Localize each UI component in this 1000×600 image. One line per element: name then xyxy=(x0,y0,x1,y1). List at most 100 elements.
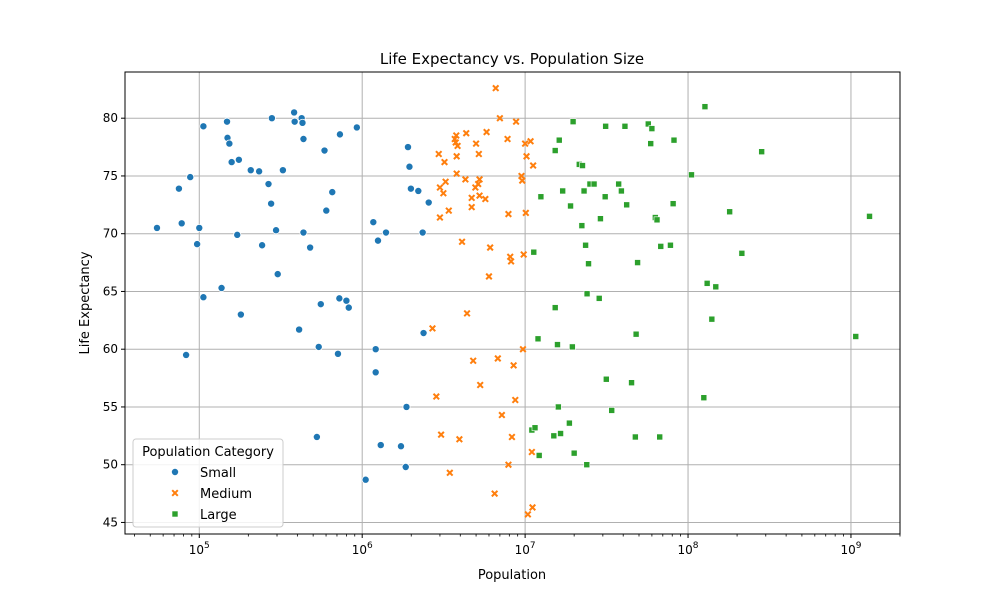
point-small xyxy=(193,240,202,249)
point-large xyxy=(667,241,674,249)
point-medium xyxy=(458,238,466,246)
point-small xyxy=(233,230,242,239)
point-large xyxy=(602,122,609,130)
y-axis-label: Life Expectancy xyxy=(78,251,93,354)
point-medium xyxy=(445,207,453,215)
point-large xyxy=(701,103,709,110)
point-small xyxy=(406,184,415,193)
point-large xyxy=(703,280,711,287)
point-small xyxy=(299,134,308,143)
point-medium xyxy=(518,177,526,185)
point-large xyxy=(535,452,543,459)
point-small xyxy=(344,303,353,312)
y-tick-label: 55 xyxy=(103,400,118,414)
series-large xyxy=(528,103,873,469)
point-large xyxy=(670,136,678,144)
point-small xyxy=(371,345,380,354)
point-medium xyxy=(437,431,445,439)
point-large xyxy=(700,394,708,402)
point-medium xyxy=(504,461,512,469)
point-small xyxy=(312,432,321,441)
point-large xyxy=(585,260,592,268)
point-medium xyxy=(469,357,477,365)
point-medium xyxy=(494,354,502,362)
point-medium xyxy=(476,381,484,389)
point-large xyxy=(579,162,586,169)
point-large xyxy=(688,171,695,179)
point-large xyxy=(567,202,574,210)
point-small xyxy=(352,123,361,132)
point-large xyxy=(653,216,661,224)
point-medium xyxy=(436,214,444,222)
y-tick-label: 65 xyxy=(103,284,118,298)
point-small xyxy=(225,139,234,148)
point-medium xyxy=(453,152,461,160)
point-medium xyxy=(485,272,493,280)
y-tick-label: 75 xyxy=(103,169,118,183)
point-large xyxy=(530,248,538,256)
point-small xyxy=(335,130,344,139)
point-small xyxy=(299,228,308,237)
point-medium xyxy=(508,433,516,441)
point-large xyxy=(644,120,652,128)
point-large xyxy=(669,200,677,207)
point-medium xyxy=(461,175,469,183)
y-tick-label: 80 xyxy=(103,111,118,125)
point-medium xyxy=(474,180,482,188)
point-medium xyxy=(455,435,463,443)
point-small xyxy=(264,180,273,189)
point-small xyxy=(272,226,281,235)
point-large xyxy=(628,379,635,386)
point-large xyxy=(569,118,577,125)
point-small xyxy=(424,198,433,207)
point-large xyxy=(621,122,629,130)
point-medium xyxy=(491,490,499,498)
legend-marker xyxy=(171,510,179,518)
point-medium xyxy=(528,448,536,456)
point-large xyxy=(578,222,586,229)
legend: Population Category Small Medium Large xyxy=(132,438,284,528)
x-tick-label: 107 xyxy=(515,541,536,557)
point-small xyxy=(195,223,204,232)
point-large xyxy=(590,180,598,188)
point-small xyxy=(418,228,427,237)
point-large xyxy=(566,419,573,427)
y-tick-label: 70 xyxy=(103,227,118,241)
point-medium xyxy=(446,469,454,477)
point-small xyxy=(342,296,351,305)
point-medium xyxy=(504,210,512,218)
point-large xyxy=(608,407,616,414)
chart-title: Life Expectancy vs. Population Size xyxy=(380,50,644,68)
point-small xyxy=(246,166,255,175)
point-large xyxy=(597,215,604,222)
point-small xyxy=(314,342,323,351)
point-large xyxy=(534,335,542,343)
point-medium xyxy=(452,132,460,140)
point-medium xyxy=(521,140,529,148)
point-small xyxy=(234,155,243,164)
series-medium xyxy=(428,84,537,518)
point-large xyxy=(583,290,591,298)
data-points xyxy=(152,84,873,518)
point-medium xyxy=(529,162,537,170)
point-medium xyxy=(476,192,484,200)
point-large xyxy=(623,201,630,209)
x-tick-label: 108 xyxy=(678,541,699,557)
point-medium xyxy=(519,345,527,353)
point-medium xyxy=(468,194,476,202)
point-large xyxy=(632,433,639,441)
plot-area-border xyxy=(124,71,901,535)
point-medium xyxy=(454,142,462,150)
point-large xyxy=(656,433,664,441)
y-tick-label: 60 xyxy=(103,342,118,356)
legend-marker xyxy=(171,489,179,497)
point-medium xyxy=(442,178,450,186)
legend-item-medium: Medium xyxy=(171,487,252,502)
point-small xyxy=(267,114,276,123)
point-small xyxy=(376,441,385,450)
point-large xyxy=(615,180,622,188)
point-medium xyxy=(483,128,491,136)
point-large xyxy=(555,403,562,411)
